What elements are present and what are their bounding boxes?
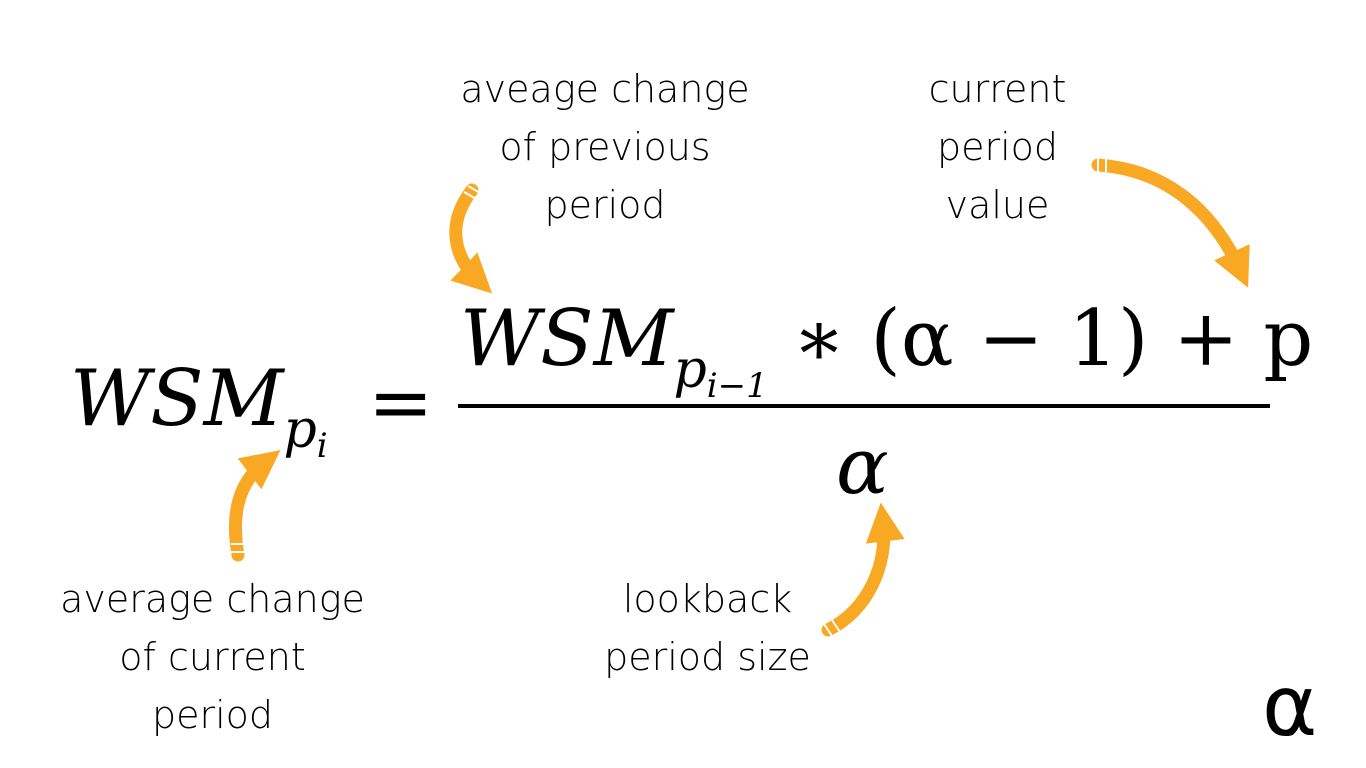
- annotation-line: aveage change: [460, 67, 750, 111]
- alpha-logo: α: [1262, 657, 1318, 755]
- arrow-previous-average: [449, 183, 493, 294]
- formula-numerator: WSMpi−1 ∗ (α − 1) + p: [460, 300, 1313, 403]
- annotation-line: average change: [60, 577, 365, 621]
- numerator-sub: p: [673, 340, 707, 400]
- annotation-lookback-size: lookback period size: [565, 570, 850, 686]
- annotation-line: period: [151, 693, 274, 737]
- annotation-line: of current: [119, 635, 306, 679]
- numerator-subscript: pi−1: [673, 340, 767, 403]
- formula-lhs: WSMpi: [70, 360, 328, 463]
- annotation-line: lookback: [622, 577, 793, 621]
- numerator-subsub: i−1: [706, 366, 768, 406]
- annotation-line: period: [936, 125, 1059, 169]
- arrow-lookback-size: [821, 502, 905, 637]
- annotation-current-value: current period value: [880, 60, 1115, 234]
- lhs-subscript: pi: [283, 400, 327, 463]
- formula-denominator: α: [836, 422, 889, 512]
- lhs-base: WSM: [70, 354, 284, 444]
- annotation-line: current: [928, 67, 1067, 111]
- lhs-subsub: i: [316, 426, 328, 466]
- equals-sign: =: [368, 358, 434, 448]
- annotation-line: value: [945, 183, 1050, 227]
- annotation-line: period: [544, 183, 666, 227]
- annotation-line: of previous: [499, 125, 711, 169]
- arrow-current-average: [228, 450, 281, 562]
- lhs-sub: p: [283, 400, 317, 460]
- annotation-current-average: average change of current period: [20, 570, 405, 744]
- annotation-line: period size: [604, 635, 811, 679]
- fraction-bar: [458, 404, 1270, 408]
- arrow-current-value: [1091, 158, 1250, 288]
- annotation-previous-average: aveage change of previous period: [420, 60, 790, 234]
- numerator-base: WSM: [460, 294, 674, 384]
- numerator-rest: ∗ (α − 1) + p: [767, 294, 1314, 384]
